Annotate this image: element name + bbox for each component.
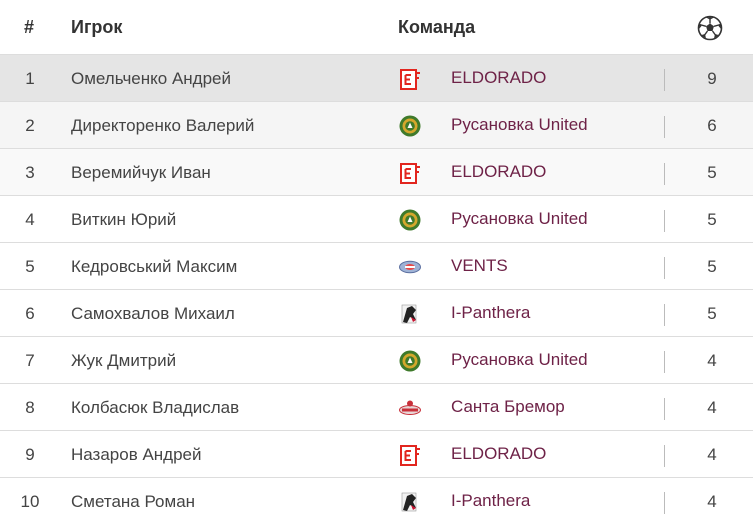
player-name: Сметана Роман (71, 492, 196, 511)
goals-cell: 9 (707, 69, 717, 88)
santa-bremor-logo-icon (398, 396, 422, 420)
rank-cell: 5 (25, 257, 35, 276)
rank-cell: 7 (25, 351, 35, 370)
goals-cell: 4 (707, 351, 717, 370)
goals-cell: 4 (707, 398, 717, 417)
team-link[interactable]: I-Panthera (451, 491, 531, 510)
team-link[interactable]: ELDORADO (451, 444, 547, 463)
rusanovka-logo-icon (398, 349, 422, 373)
panthera-logo-icon (398, 490, 422, 514)
player-name: Кедровський Максим (71, 257, 238, 276)
eldorado-logo-icon (398, 443, 422, 467)
player-name: Веремийчук Иван (71, 163, 211, 182)
column-divider (664, 210, 665, 232)
column-divider (664, 257, 665, 279)
player-name: Директоренко Валерий (71, 116, 255, 135)
table-row: 10 Сметана Роман I-Panthera 4 (0, 477, 753, 524)
team-link[interactable]: VENTS (451, 256, 508, 275)
table-row: 7 Жук Дмитрий Русановка United 4 (0, 336, 753, 383)
table-row: 5 Кедровський Максим VENTS 5 (0, 242, 753, 289)
player-name: Жук Дмитрий (71, 351, 177, 370)
team-link[interactable]: Санта Бремор (451, 397, 565, 416)
column-divider (664, 398, 665, 420)
column-divider (664, 445, 665, 467)
table-row: 1 Омельченко Андрей ELDORADO 9 (0, 54, 753, 101)
team-link[interactable]: ELDORADO (451, 68, 547, 87)
eldorado-logo-icon (398, 161, 422, 185)
goals-cell: 6 (707, 116, 717, 135)
rank-cell: 1 (25, 69, 35, 88)
player-name: Омельченко Андрей (71, 69, 231, 88)
team-link[interactable]: I-Panthera (451, 303, 531, 322)
table-row: 2 Директоренко Валерий Русановка United 6 (0, 101, 753, 148)
rank-cell: 2 (25, 116, 35, 135)
team-link[interactable]: Русановка United (451, 209, 588, 228)
eldorado-logo-icon (398, 67, 422, 91)
table-body: 1 Омельченко Андрей ELDORADO 9 2 Директоренко… (0, 54, 753, 524)
team-link[interactable]: Русановка United (451, 350, 588, 369)
goals-cell: 4 (707, 492, 717, 511)
rank-column-header: # (24, 17, 35, 37)
rank-cell: 8 (25, 398, 35, 417)
rusanovka-logo-icon (398, 208, 422, 232)
vents-logo-icon (398, 255, 422, 279)
player-column-header: Игрок (71, 17, 123, 37)
panthera-logo-icon (398, 302, 422, 326)
table-row: 9 Назаров Андрей ELDORADO 4 (0, 430, 753, 477)
rusanovka-logo-icon (398, 114, 422, 138)
player-name: Колбасюк Владислав (71, 398, 240, 417)
table-row: 6 Самохвалов Михаил I-Panthera 5 (0, 289, 753, 336)
player-name: Виткин Юрий (71, 210, 177, 229)
team-link[interactable]: ELDORADO (451, 162, 547, 181)
rank-cell: 10 (20, 492, 40, 511)
rank-cell: 3 (25, 163, 35, 182)
table-header: # Игрок Команда (0, 0, 753, 54)
column-divider (664, 304, 665, 326)
table-row: 4 Виткин Юрий Русановка United 5 (0, 195, 753, 242)
goals-cell: 5 (707, 163, 717, 182)
rank-cell: 4 (25, 210, 35, 229)
player-name: Назаров Андрей (71, 445, 202, 464)
team-column-header: Команда (398, 17, 476, 37)
rank-cell: 6 (25, 304, 35, 323)
table-row: 8 Колбасюк Владислав Санта Бремор 4 (0, 383, 753, 430)
column-divider (664, 351, 665, 373)
column-divider (664, 69, 665, 91)
soccer-ball-icon (697, 15, 723, 41)
goals-cell: 5 (707, 304, 717, 323)
table-row: 3 Веремийчук Иван ELDORADO 5 (0, 148, 753, 195)
goals-cell: 4 (707, 445, 717, 464)
player-name: Самохвалов Михаил (71, 304, 235, 323)
column-divider (664, 492, 665, 514)
rank-cell: 9 (25, 445, 35, 464)
team-link[interactable]: Русановка United (451, 115, 588, 134)
goals-cell: 5 (707, 210, 717, 229)
goals-cell: 5 (707, 257, 717, 276)
column-divider (664, 163, 665, 185)
column-divider (664, 116, 665, 138)
